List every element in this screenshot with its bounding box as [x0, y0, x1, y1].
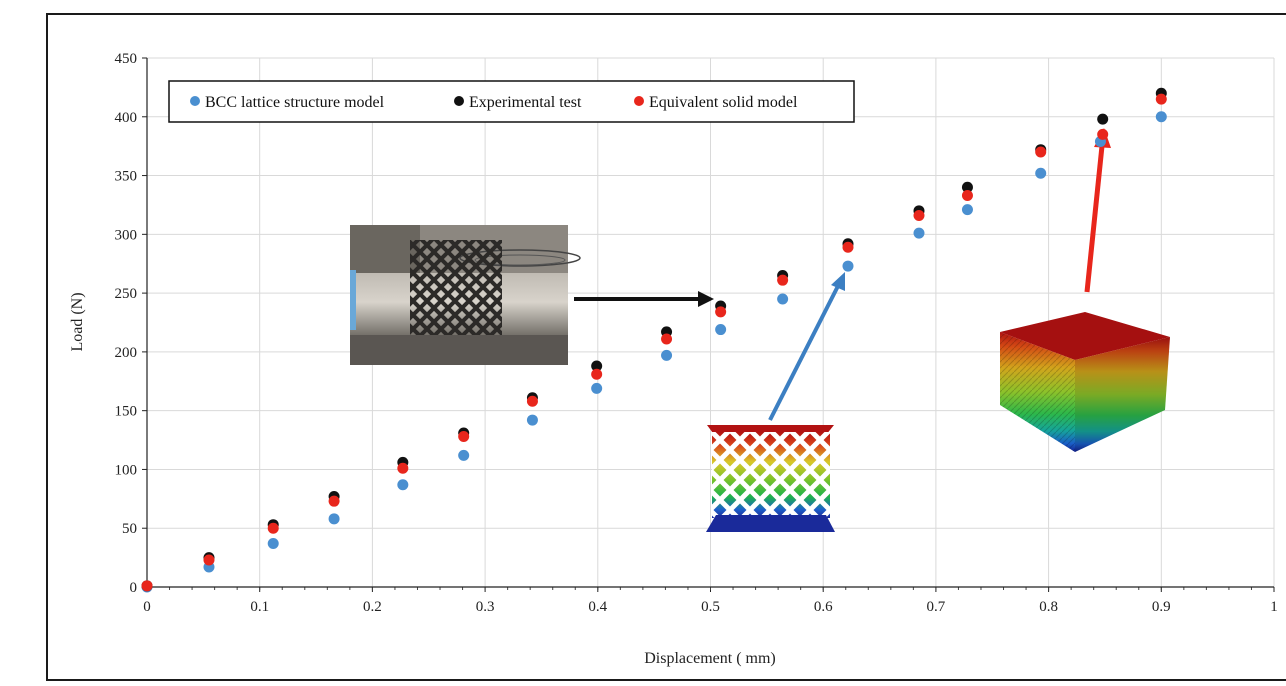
- equivalent-point: [458, 431, 470, 443]
- x-axis-title: Displacement ( mm): [644, 650, 776, 667]
- series-bcc: [141, 111, 1167, 593]
- bcc-point: [267, 538, 279, 550]
- bcc-point: [1155, 111, 1167, 123]
- x-tick-label: 0: [143, 599, 151, 615]
- experimental-photo-inset: [350, 225, 581, 365]
- experimental-point: [591, 360, 603, 372]
- equivalent-point: [777, 274, 789, 286]
- solid-fea-model-inset: [1000, 312, 1170, 452]
- equivalent-point: [715, 306, 727, 318]
- x-tick-label: 0.2: [363, 599, 382, 615]
- legend-marker-bcc: [190, 96, 200, 106]
- bcc-point: [328, 513, 340, 525]
- bcc-point: [661, 349, 673, 361]
- x-tick-label: 0.3: [476, 599, 495, 615]
- x-tick-label: 0.9: [1152, 599, 1171, 615]
- y-tick-label: 250: [115, 286, 138, 302]
- y-tick-label: 300: [115, 227, 138, 243]
- axes: [142, 57, 1275, 592]
- equivalent-point: [1097, 128, 1109, 140]
- series-equivalent: [141, 93, 1167, 592]
- experimental-point: [961, 181, 973, 193]
- x-tick-label: 1: [1270, 599, 1278, 615]
- bcc-point: [458, 449, 470, 461]
- equivalent-point: [203, 554, 215, 566]
- chart-frame: [46, 13, 1286, 681]
- equivalent-point: [328, 495, 340, 507]
- bcc-point: [526, 414, 538, 426]
- bcc-point: [397, 479, 409, 491]
- y-tick-label: 350: [115, 169, 138, 185]
- legend-marker-experimental: [454, 96, 464, 106]
- y-tick-label: 200: [115, 345, 138, 361]
- equivalent-point: [842, 241, 854, 253]
- y-tick-label: 50: [122, 521, 137, 537]
- legend-label-experimental: Experimental test: [469, 94, 582, 111]
- y-tick-label: 0: [130, 580, 138, 596]
- equivalent-point: [1035, 146, 1047, 158]
- y-tick-label: 450: [115, 51, 138, 67]
- bcc-point: [715, 324, 727, 336]
- bcc-point: [777, 293, 789, 305]
- tick-labels: 0 0.1 0.2 0.3 0.4 0.5 0.6 0.7 0.8 0.9 1 0 50 100 150 20…: [115, 51, 1278, 615]
- bcc-point: [961, 204, 973, 216]
- equivalent-point: [661, 333, 673, 345]
- y-tick-label: 400: [115, 110, 138, 126]
- lattice-fea-model-inset: [706, 425, 835, 532]
- x-tick-label: 0.7: [927, 599, 946, 615]
- y-tick-label: 150: [115, 404, 138, 420]
- equivalent-point: [267, 522, 279, 534]
- experimental-point: [1097, 113, 1109, 125]
- bcc-point: [842, 260, 854, 272]
- equivalent-point: [1155, 93, 1167, 105]
- equivalent-point: [913, 210, 925, 222]
- bcc-point: [591, 382, 603, 394]
- x-tick-label: 0.6: [814, 599, 833, 615]
- bcc-point: [913, 227, 925, 239]
- legend-label-equivalent: Equivalent solid model: [649, 94, 798, 111]
- y-tick-label: 100: [115, 462, 138, 478]
- legend: BCC lattice structure model Experimental…: [168, 80, 855, 123]
- legend-marker-equivalent: [634, 96, 644, 106]
- equivalent-point: [591, 368, 603, 380]
- x-tick-label: 0.5: [701, 599, 720, 615]
- legend-label-bcc: BCC lattice structure model: [205, 94, 385, 111]
- x-tick-label: 0.4: [588, 599, 607, 615]
- bcc-point: [1035, 167, 1047, 179]
- equivalent-point: [961, 190, 973, 202]
- x-tick-label: 0.1: [250, 599, 269, 615]
- data-points: [141, 87, 1167, 593]
- equivalent-point: [397, 462, 409, 474]
- equivalent-point: [141, 580, 153, 592]
- y-axis-title: Load (N): [69, 292, 86, 351]
- equivalent-point: [526, 395, 538, 407]
- x-tick-label: 0.8: [1039, 599, 1058, 615]
